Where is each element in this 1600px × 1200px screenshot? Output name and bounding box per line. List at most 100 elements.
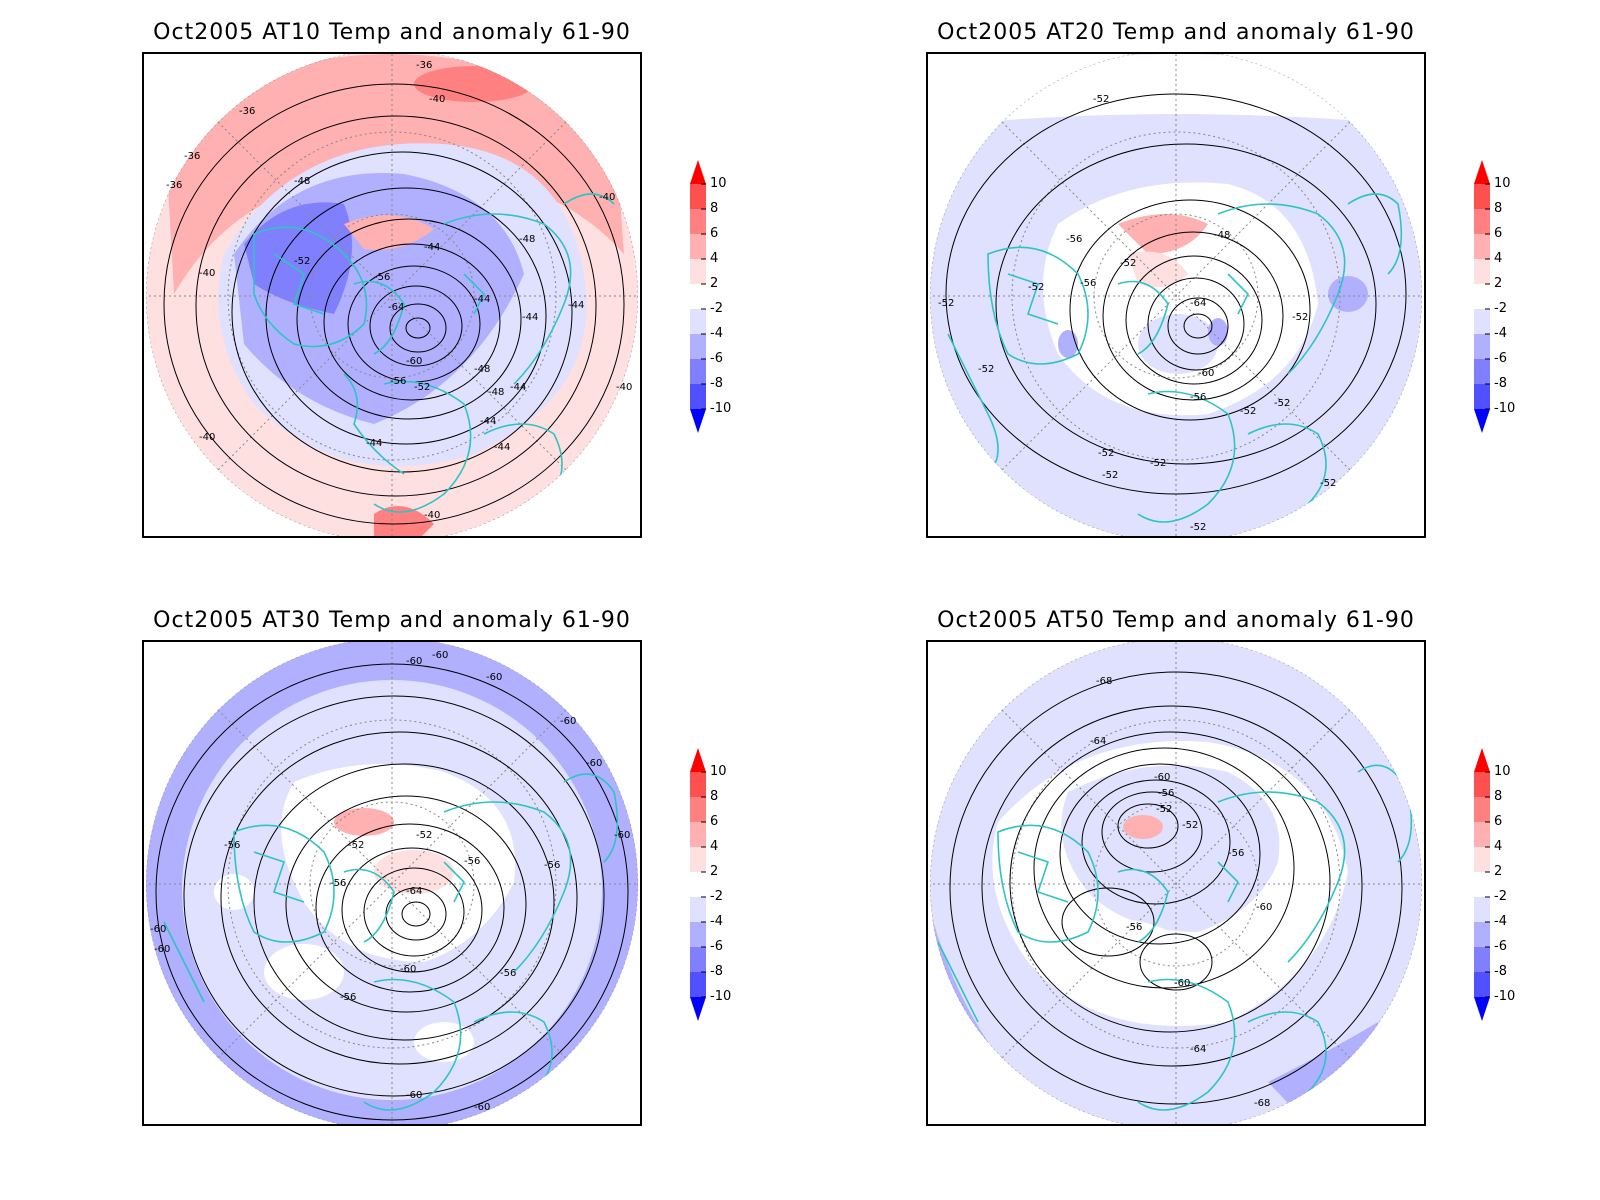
colorbar-swatch xyxy=(1474,748,1490,772)
colorbar-swatch xyxy=(690,822,706,847)
contour-label: -68 xyxy=(1254,1098,1270,1109)
colorbar: 10 8 6 4 2 -2 -4 -6 -8 -10 xyxy=(690,748,760,1028)
meridian-line xyxy=(1001,121,1351,471)
colorbar-label: -6 xyxy=(710,939,723,954)
colorbar-swatch xyxy=(690,160,706,184)
colorbar-label: 6 xyxy=(1494,814,1503,829)
polar-map: -52 -52 -52 -52 -52 -52 -52 -52 -52 -52 … xyxy=(930,54,1422,536)
contour-label: -56 xyxy=(390,376,406,387)
contour-label: -56 xyxy=(544,860,560,871)
colorbar-swatch xyxy=(690,359,706,384)
colorbar-label: 2 xyxy=(710,864,719,879)
colorbar-label: -4 xyxy=(1494,914,1507,929)
colorbar-swatch xyxy=(690,309,706,334)
contour-label: -52 xyxy=(1093,94,1109,105)
anomaly-field xyxy=(948,54,1408,124)
isotherm-contours xyxy=(949,671,1403,1105)
colorbar-swatch xyxy=(1474,847,1490,872)
colorbar-swatches xyxy=(690,748,706,1021)
colorbar-swatch xyxy=(690,284,706,309)
colorbar-swatch xyxy=(1474,409,1490,433)
anomaly-field xyxy=(1058,919,1188,994)
colorbar-label: 4 xyxy=(1494,839,1503,854)
coastlines xyxy=(947,193,1403,523)
contour-label: -44 xyxy=(480,416,496,427)
panel-at50: Oct2005 AT50 Temp and anomaly 61-90 xyxy=(926,608,1566,1168)
colorbar-swatch xyxy=(690,334,706,359)
isotherm-contours xyxy=(163,83,625,525)
colorbar-swatches xyxy=(690,160,706,433)
contour-label: -40 xyxy=(616,382,632,393)
contour-label: -60 xyxy=(406,1090,422,1101)
contour-label: -52 xyxy=(1150,458,1166,469)
contour-label: -52 xyxy=(1156,804,1172,815)
contour-label: -64 xyxy=(1090,736,1106,747)
colorbar-swatch xyxy=(1474,184,1490,209)
colorbar-swatch xyxy=(690,997,706,1021)
polar-map: -36 -36 -36 -36 -40 -40 -40 -40 -40 -40 … xyxy=(146,54,638,536)
colorbar-label: 6 xyxy=(710,226,719,241)
coastlines xyxy=(163,773,619,1111)
colorbar-label: 2 xyxy=(710,276,719,291)
colorbar-label: -10 xyxy=(1494,401,1516,416)
contour-label: -64 xyxy=(1190,1044,1206,1055)
contour-label: -40 xyxy=(429,94,445,105)
colorbar-label: -2 xyxy=(1494,301,1507,316)
contour-label: -52 xyxy=(1292,312,1308,323)
contour-label: -60 xyxy=(432,650,448,661)
contour-label: -48 xyxy=(488,387,504,398)
contour-label: -52 xyxy=(416,830,432,841)
contour-label: -68 xyxy=(1096,676,1112,687)
contour-label: -52 xyxy=(1120,258,1136,269)
anomaly-field xyxy=(1061,765,1280,932)
contour-label: -60 xyxy=(154,944,170,955)
coastlines xyxy=(937,764,1413,1111)
colorbar-label: -4 xyxy=(710,326,723,341)
colorbar: 10 8 6 4 2 -2 -4 -6 -8 -10 xyxy=(1474,160,1544,440)
contour-labels: -36 -36 -36 -36 -40 -40 -40 -40 -40 -40 … xyxy=(166,60,632,521)
colorbar-swatch xyxy=(690,897,706,922)
contour-label: -44 xyxy=(474,294,490,305)
colorbar-swatch xyxy=(690,872,706,897)
anomaly-field xyxy=(164,54,624,294)
colorbar-label: 8 xyxy=(1494,201,1503,216)
colorbar-swatch xyxy=(690,184,706,209)
panel-at20: Oct2005 AT20 Temp and anomaly 61-90 xyxy=(926,20,1566,580)
colorbar-swatch xyxy=(690,972,706,997)
contour-label: -44 xyxy=(494,442,510,453)
anomaly-field xyxy=(1118,214,1208,254)
colorbar-swatch xyxy=(1474,797,1490,822)
contour-label: -36 xyxy=(416,60,432,71)
panel-title: Oct2005 AT30 Temp and anomaly 61-90 xyxy=(153,608,631,633)
colorbar-swatch xyxy=(1474,872,1490,897)
colorbar-swatch xyxy=(1474,309,1490,334)
colorbar-label: 8 xyxy=(710,789,719,804)
contour-label: -60 xyxy=(1154,772,1170,783)
contour-label: -40 xyxy=(424,510,440,521)
contour-label: -60 xyxy=(1174,978,1190,989)
colorbar-swatch xyxy=(690,409,706,433)
colorbar-label: -4 xyxy=(710,914,723,929)
contour-label: -36 xyxy=(239,106,255,117)
colorbar-swatch xyxy=(1474,922,1490,947)
colorbar-label: 8 xyxy=(710,201,719,216)
meridian-line xyxy=(217,121,567,471)
contour-label: -60 xyxy=(406,356,422,367)
contour-label: -52 xyxy=(1274,398,1290,409)
panel-title: Oct2005 AT10 Temp and anomaly 61-90 xyxy=(153,20,631,45)
contour-label: -60 xyxy=(400,964,416,975)
colorbar-swatch xyxy=(1474,284,1490,309)
contour-label: -52 xyxy=(1190,522,1206,533)
contour-label: -60 xyxy=(1256,902,1272,913)
contour-label: -52 xyxy=(1098,448,1114,459)
map-frame: -68 -68 -64 -64 -60 -60 -60 -56 -56 -56 … xyxy=(926,640,1426,1126)
colorbar-swatch xyxy=(1474,234,1490,259)
contour-label: -60 xyxy=(474,1102,490,1113)
contour-label: -52 xyxy=(978,364,994,375)
colorbar-swatches xyxy=(1474,748,1490,1021)
contour-label: -52 xyxy=(414,382,430,393)
contour-label: -56 xyxy=(1066,234,1082,245)
contour-label: -44 xyxy=(424,242,440,253)
colorbar-swatch xyxy=(1474,972,1490,997)
polar-map: -68 -68 -64 -64 -60 -60 -60 -56 -56 -56 … xyxy=(930,642,1422,1124)
